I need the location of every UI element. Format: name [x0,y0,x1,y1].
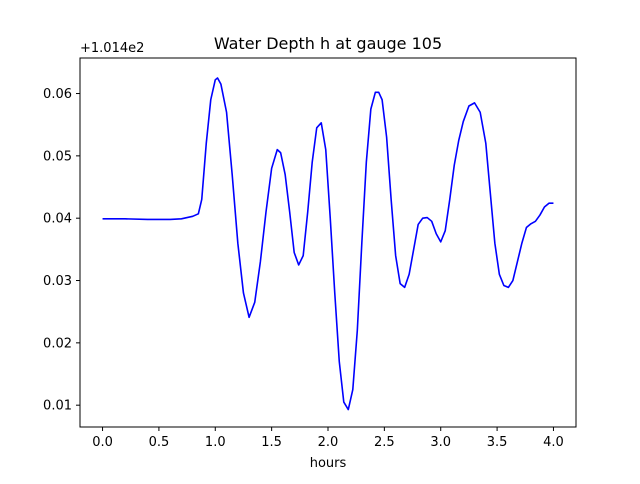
x-tick-label: 3.5 [487,435,508,450]
y-tick-label: 0.05 [43,149,72,164]
x-tick-label: 1.5 [261,435,282,450]
plot-frame [79,57,577,428]
y-tick-label: 0.04 [43,212,72,227]
y-axis-offset-label: +1.014e2 [80,41,144,56]
x-tick-label: 3.0 [430,435,451,450]
x-axis: 0.0 0.5 1.0 1.5 2.0 2.5 3.0 3.5 4.0 [92,427,564,450]
x-tick-label: 0.5 [149,435,170,450]
y-tick-label: 0.01 [43,399,72,414]
y-axis: 0.01 0.02 0.03 0.04 0.05 0.06 [43,87,80,414]
y-tick-label: 0.06 [43,87,72,102]
x-tick-label: 1.0 [205,435,226,450]
y-tick-label: 0.02 [43,336,72,351]
x-axis-label: hours [310,456,347,471]
y-tick-label: 0.03 [43,274,72,289]
x-tick-label: 2.5 [374,435,395,450]
x-tick-label: 2.0 [318,435,339,450]
series-line-0 [102,77,554,411]
x-tick-label: 4.0 [543,435,564,450]
x-tick-label: 0.0 [92,435,113,450]
plot-area [79,57,577,428]
chart-title: Water Depth h at gauge 105 [214,34,442,53]
